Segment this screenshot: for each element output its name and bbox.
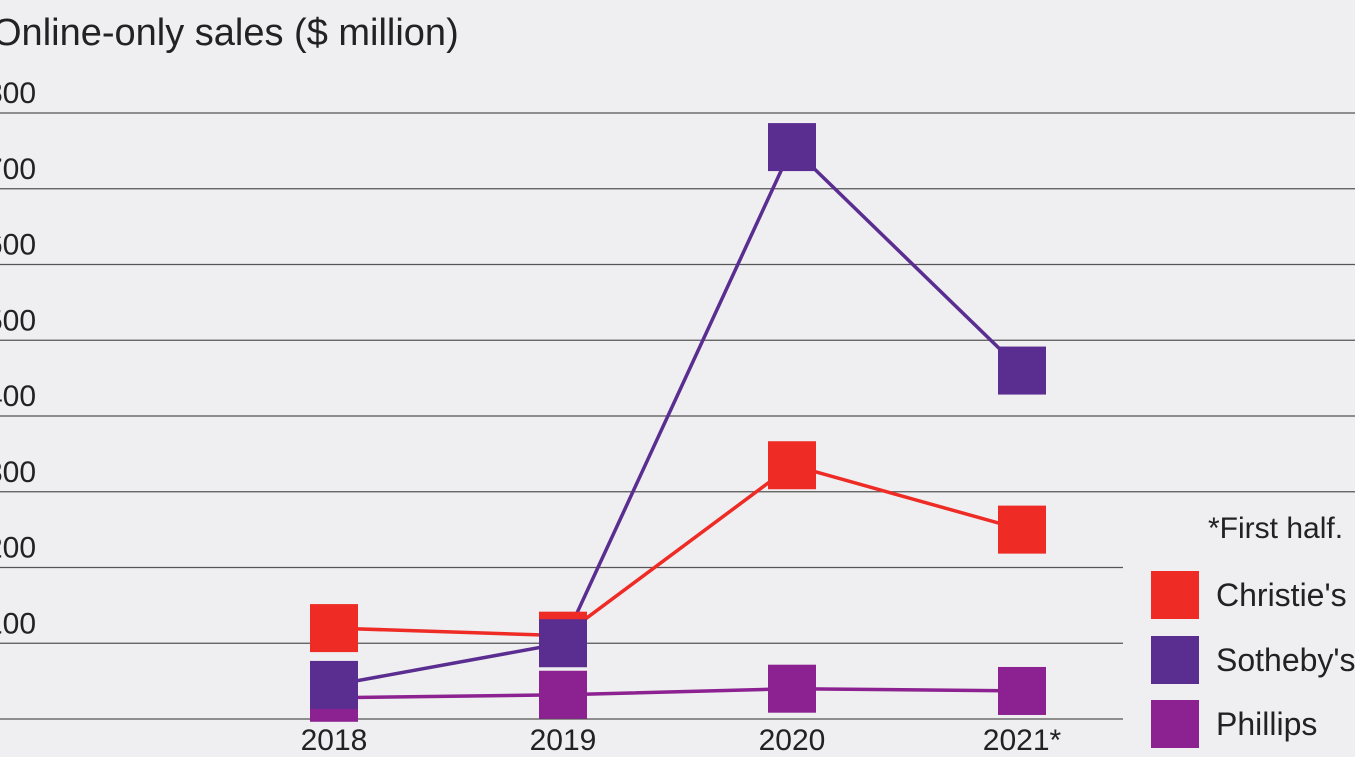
series-markers: [310, 123, 1046, 722]
marker-christie-s-2018: [310, 604, 358, 653]
y-tick-label: 300: [0, 456, 36, 489]
y-tick-label: 500: [0, 304, 36, 337]
series-line-christie-s: [333, 463, 1023, 638]
marker-christie-s-2021: [998, 505, 1046, 554]
chart-title: Online-only sales ($ million): [0, 12, 459, 54]
legend: Christie's Sotheby's Phillips: [1151, 571, 1355, 748]
series-lines: [333, 145, 1024, 700]
legend-swatch: [1151, 700, 1199, 748]
marker-sotheby-s-2019: [539, 619, 587, 668]
marker-sotheby-s-2021: [998, 346, 1046, 395]
y-tick-labels: 100 200 300 400 500 600 700 800: [0, 77, 36, 640]
x-tick-label: 2021*: [983, 724, 1062, 757]
x-tick-labels: 2018 2019 2020 2021*: [301, 724, 1062, 757]
y-tick-label: 700: [0, 153, 36, 186]
y-tick-label: 200: [0, 532, 36, 565]
series-line-sotheby-s: [333, 145, 1024, 687]
y-tick-label: 400: [0, 380, 36, 413]
marker-christie-s-2020: [768, 441, 816, 490]
gridlines: [0, 112, 1355, 720]
legend-label: Sotheby's: [1216, 642, 1355, 678]
legend-item-phillips: Phillips: [1151, 700, 1317, 748]
marker-sotheby-s-2020: [768, 123, 816, 172]
x-tick-label: 2019: [530, 724, 597, 757]
legend-label: Phillips: [1216, 706, 1317, 742]
marker-phillips-2019: [539, 670, 587, 719]
y-tick-label: 100: [0, 607, 36, 640]
y-tick-label: 600: [0, 229, 36, 262]
legend-item-sotheby-s: Sotheby's: [1151, 636, 1355, 684]
y-tick-label: 800: [0, 77, 36, 110]
x-tick-label: 2018: [301, 724, 368, 757]
marker-phillips-2021: [998, 666, 1046, 715]
series-line-phillips: [333, 686, 1023, 700]
legend-swatch: [1151, 571, 1199, 619]
legend-item-christie-s: Christie's: [1151, 571, 1347, 619]
x-tick-label: 2020: [759, 724, 826, 757]
marker-sotheby-s-2018: [310, 660, 358, 709]
footnote: *First half.: [1208, 512, 1343, 545]
legend-label: Christie's: [1216, 577, 1347, 613]
marker-phillips-2020: [768, 664, 816, 713]
legend-swatch: [1151, 636, 1199, 684]
